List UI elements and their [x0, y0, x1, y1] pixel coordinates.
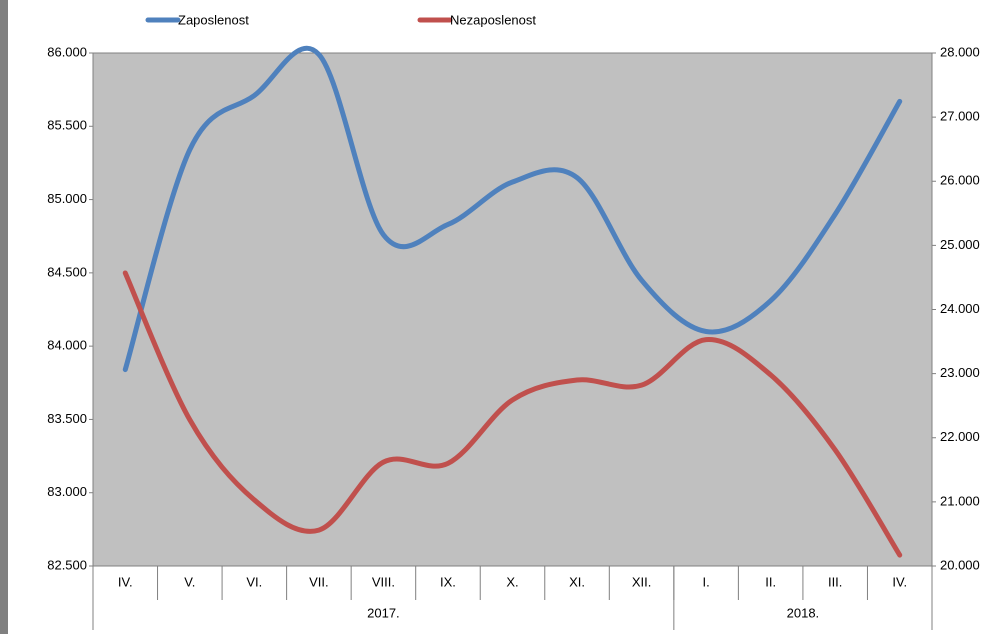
left-border — [0, 0, 8, 634]
y2-tick-label: 27.000 — [940, 109, 980, 124]
y-tick-label: 85.000 — [47, 191, 87, 206]
y2-tick-label: 25.000 — [940, 237, 980, 252]
y-tick-label: 82.500 — [47, 557, 87, 572]
x-tick-label: VIII. — [372, 574, 395, 589]
y2-tick-label: 23.000 — [940, 365, 980, 380]
x-tick-label: VII. — [309, 574, 329, 589]
x-tick-label: III. — [828, 574, 842, 589]
plot-area — [92, 52, 933, 567]
x-tick-label: X. — [506, 574, 518, 589]
x-tick-label: I. — [702, 574, 709, 589]
x-tick-label: IV. — [118, 574, 133, 589]
y-tick-label: 84.000 — [47, 338, 87, 353]
y-tick-label: 83.000 — [47, 484, 87, 499]
x-tick-label: XI. — [569, 574, 585, 589]
x-group-label: 2017. — [367, 605, 400, 620]
x-tick-label: XII. — [632, 574, 652, 589]
x-tick-label: II. — [765, 574, 776, 589]
y2-tick-label: 24.000 — [940, 301, 980, 316]
series-line — [122, 270, 903, 558]
x-group-label: 2018. — [787, 605, 820, 620]
series-line — [122, 45, 903, 373]
y2-tick-label: 28.000 — [940, 44, 980, 59]
y-tick-label: 86.000 — [47, 44, 87, 59]
y-tick-label: 83.500 — [47, 411, 87, 426]
y2-tick-label: 26.000 — [940, 173, 980, 188]
x-tick-label: IX. — [440, 574, 456, 589]
x-tick-label: IV. — [892, 574, 907, 589]
y-tick-label: 85.500 — [47, 118, 87, 133]
x-tick-label: VI. — [246, 574, 262, 589]
legend-label: Nezaposlenost — [450, 12, 536, 27]
legend-label: Zaposlenost — [178, 12, 249, 27]
y2-tick-label: 21.000 — [940, 493, 980, 508]
y2-tick-label: 22.000 — [940, 429, 980, 444]
y-tick-label: 84.500 — [47, 264, 87, 279]
y2-tick-label: 20.000 — [940, 557, 980, 572]
x-tick-label: V. — [184, 574, 195, 589]
